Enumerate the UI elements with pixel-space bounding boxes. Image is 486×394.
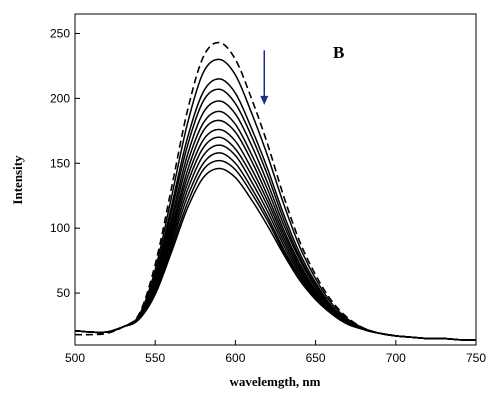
series-line-12 xyxy=(74,167,477,341)
x-tick-label-600: 600 xyxy=(225,351,245,365)
x-tick-label-700: 700 xyxy=(386,351,406,365)
arrow-layer xyxy=(260,50,269,105)
y-axis-title: Intensity xyxy=(10,155,25,205)
series-line-5 xyxy=(74,110,477,341)
series-line-9 xyxy=(74,144,477,341)
y-tick-label-250: 250 xyxy=(50,26,70,40)
y-tick-label-200: 200 xyxy=(50,91,70,105)
series-line-1 xyxy=(74,58,477,341)
y-tick-label-50: 50 xyxy=(57,286,71,300)
x-tick-label-550: 550 xyxy=(145,351,165,365)
x-tick-label-750: 750 xyxy=(466,351,486,365)
y-tick-label-150: 150 xyxy=(50,156,70,170)
plot-frame xyxy=(74,13,477,346)
arrow-head xyxy=(260,95,269,105)
y-tick-label-100: 100 xyxy=(50,221,70,235)
x-tick-label-650: 650 xyxy=(306,351,326,365)
x-tick-label-500: 500 xyxy=(65,351,85,365)
series-layer xyxy=(74,41,477,341)
panel-label: B xyxy=(333,43,344,62)
tick-layer: 500 550 600 650 700 750 50 100 150 200 250 xyxy=(50,26,486,365)
series-line-11 xyxy=(74,159,477,341)
series-line-6 xyxy=(74,119,477,341)
x-axis-title: wavelemgth, nm xyxy=(230,374,321,389)
